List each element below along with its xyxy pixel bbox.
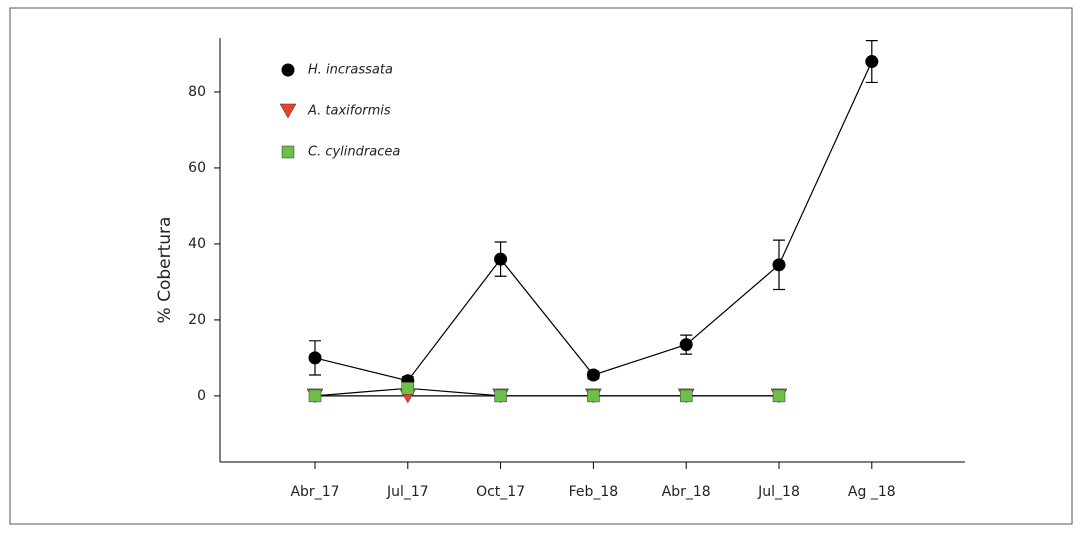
- point: [308, 389, 322, 403]
- x-tick-label: Ag _18: [848, 484, 896, 500]
- point: [772, 389, 786, 403]
- point: [281, 145, 295, 159]
- x-tick-label: Jul_18: [757, 484, 800, 500]
- point: [401, 382, 415, 395]
- x-tick-label: Feb_18: [569, 484, 619, 500]
- y-tick-label: 80: [188, 84, 206, 100]
- point: [586, 368, 600, 382]
- series-line: [314, 387, 779, 397]
- legend-label: H. incrassata: [308, 63, 393, 78]
- point: [865, 55, 879, 69]
- point: [279, 103, 297, 119]
- x-tick-label: Oct_17: [476, 484, 525, 500]
- y-tick-label: 60: [188, 160, 206, 176]
- series-line: [314, 61, 873, 382]
- x-tick-label: Abr_17: [290, 484, 339, 500]
- point: [494, 389, 507, 403]
- legend-label: A. taxiformis: [307, 104, 391, 119]
- frame: [9, 7, 1073, 525]
- x-tick-label: Abr_18: [662, 484, 711, 500]
- point: [308, 351, 322, 365]
- legend-label: C. cylindracea: [308, 145, 400, 160]
- y-tick-label: 40: [188, 236, 206, 252]
- point: [679, 338, 693, 352]
- point: [494, 252, 508, 266]
- y-tick-label: 20: [188, 312, 206, 328]
- x-tick-label: Jul_17: [386, 484, 429, 500]
- point: [587, 389, 600, 403]
- point: [679, 389, 693, 403]
- y-axis-label: % Cobertura: [155, 217, 175, 324]
- point: [772, 258, 786, 272]
- point: [281, 63, 295, 77]
- y-tick-label: 0: [197, 388, 206, 404]
